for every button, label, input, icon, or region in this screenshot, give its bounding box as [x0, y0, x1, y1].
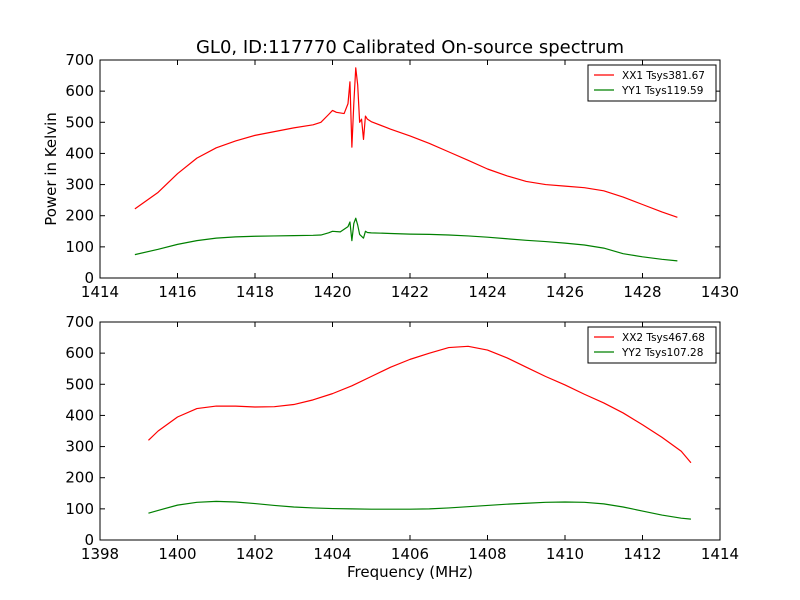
- top-spectrum-axes: 1414 1416 1418 1420 1422 1424 1426 1428 1430 0 100…: [42, 37, 739, 301]
- x-tick-label: 1430: [701, 283, 739, 301]
- x-tick-label: 1428: [623, 283, 661, 301]
- x-tick-label: 1424: [468, 283, 506, 301]
- x-tick-label: 1406: [391, 545, 429, 563]
- y-tick-label: 100: [65, 238, 94, 256]
- x-tick-label: 1414: [701, 545, 739, 563]
- x-tick-label: 1410: [546, 545, 584, 563]
- y-tick-label: 300: [65, 176, 94, 194]
- y-tick-label: 0: [84, 531, 94, 549]
- x-tick-label: 1402: [236, 545, 274, 563]
- x-tick-label: 1412: [623, 545, 661, 563]
- legend-entry: XX1 Tsys381.67: [622, 70, 705, 82]
- series-line-yy2: [148, 500, 691, 520]
- legend: XX2 Tsys467.68 YY2 Tsys107.28: [587, 326, 717, 364]
- y-tick-label: 400: [65, 144, 94, 162]
- legend: XX1 Tsys381.67 YY1 Tsys119.59: [587, 64, 717, 102]
- legend-entry: YY2 Tsys107.28: [621, 347, 703, 359]
- series-line-yy1: [134, 217, 678, 262]
- x-tick-label: 1418: [236, 283, 274, 301]
- y-tick-label: 200: [65, 469, 94, 487]
- y-tick-label: 100: [65, 500, 94, 518]
- y-tick-label: 500: [65, 375, 94, 393]
- series-line-xx1: [134, 67, 678, 218]
- y-tick-label: 200: [65, 207, 94, 225]
- bottom-spectrum-axes: 1398 1400 1402 1404 1406 1408 1410 1412 1414 0 100…: [65, 313, 739, 581]
- y-tick-label: 600: [65, 82, 94, 100]
- legend-entry: YY1 Tsys119.59: [621, 85, 703, 97]
- series-line-xx2: [148, 345, 692, 464]
- y-tick-label: 700: [65, 313, 94, 331]
- x-tick-label: 1420: [313, 283, 351, 301]
- x-tick-label: 1414: [81, 283, 119, 301]
- y-tick-label: 400: [65, 406, 94, 424]
- y-tick-label: 700: [65, 51, 94, 69]
- chart-title: GL0, ID:117770 Calibrated On-source spec…: [196, 37, 624, 58]
- y-tick-label: 0: [84, 269, 94, 287]
- legend-box: [587, 326, 717, 364]
- x-tick-label: 1408: [468, 545, 506, 563]
- y-tick-label: 300: [65, 438, 94, 456]
- y-axis-label: Power in Kelvin: [42, 112, 60, 226]
- x-tick-label: 1416: [158, 283, 196, 301]
- x-tick-label: 1404: [313, 545, 351, 563]
- y-tick-label: 600: [65, 344, 94, 362]
- legend-box: [587, 64, 717, 102]
- x-tick-label: 1398: [81, 545, 119, 563]
- x-tick-label: 1422: [391, 283, 429, 301]
- legend-entry: XX2 Tsys467.68: [622, 332, 705, 344]
- x-tick-label: 1426: [546, 283, 584, 301]
- x-tick-label: 1400: [158, 545, 196, 563]
- x-axis-label: Frequency (MHz): [347, 563, 473, 581]
- y-tick-label: 500: [65, 113, 94, 131]
